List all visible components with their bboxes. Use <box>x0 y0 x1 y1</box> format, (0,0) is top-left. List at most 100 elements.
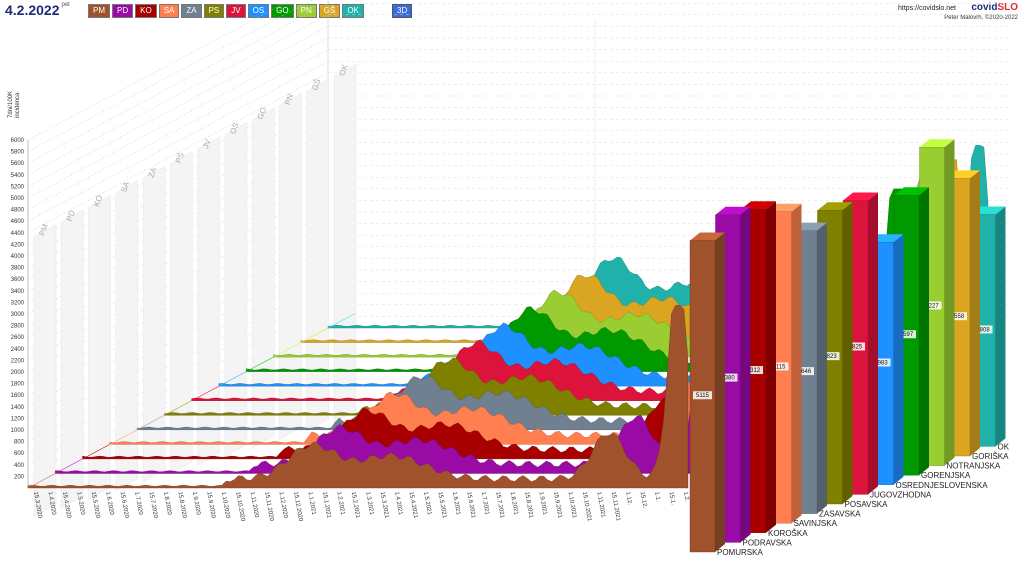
region-button-11[interactable]: OK <box>342 4 364 18</box>
y-tick-label: 3400 <box>11 289 25 295</box>
ghost-region-code: SA <box>119 180 131 194</box>
bar-side <box>817 222 827 514</box>
brand-logo: covidSLO <box>971 2 1018 13</box>
x-tick-label: 1.10.2021 <box>566 491 577 519</box>
bar-top <box>919 139 955 148</box>
ridge-PM <box>27 305 689 489</box>
ghost-region-code: GO <box>256 106 269 121</box>
region-button-0[interactable]: PM <box>88 4 110 18</box>
x-tick-label: 1.2. <box>682 491 690 502</box>
region-button-1[interactable]: PD <box>112 4 134 18</box>
ghost-region-code: PD <box>65 209 77 223</box>
x-tick-label: 1.12. <box>624 491 632 506</box>
y-tick-label: 200 <box>14 474 25 480</box>
bar-side <box>715 232 725 552</box>
top-bar: 4.2.2022 pet PM PD KO SA ZA PS JV OS GO PN GŠ OK 3D … <box>0 0 1024 22</box>
ghost-panel <box>61 209 84 509</box>
region-button-6[interactable]: JV <box>226 4 246 18</box>
ghost-region-code: OK <box>337 63 350 78</box>
bar-value-label: 5227 <box>925 303 939 309</box>
x-tick-label: 15.8.2021 <box>523 491 534 519</box>
y-tick-label: 6000 <box>11 138 25 144</box>
y-tick-label: 2000 <box>11 370 25 376</box>
y-tick-label: 3600 <box>11 277 25 283</box>
x-tick-label: 15.1. <box>668 491 676 506</box>
bar-side <box>995 206 1006 447</box>
bar-value-label: 5115 <box>696 393 710 399</box>
region-name-label: GORIŠKA <box>972 452 1009 461</box>
x-tick-label: 1.3.2021 <box>364 491 374 516</box>
region-name-label: POSAVSKA <box>845 500 889 509</box>
x-tick-label: 1.1.2021 <box>306 491 316 516</box>
mode-3d-button[interactable]: 3D <box>392 4 413 18</box>
x-tick-label: 15.12.2020 <box>292 491 303 522</box>
y-tick-label: 2600 <box>11 335 25 341</box>
y-tick-label: 5800 <box>11 150 25 156</box>
bar-side <box>791 203 802 524</box>
y-tick-label: 600 <box>14 451 25 457</box>
x-tick-label: 15.12. <box>639 491 648 509</box>
ghost-panel <box>251 107 275 449</box>
ghost-panel <box>279 93 302 440</box>
x-tick-label: 1.2.2021 <box>335 491 345 516</box>
y-tick-label: 3000 <box>11 312 25 318</box>
x-tick-label: 15.3.2021 <box>379 491 390 519</box>
x-tick-label: 15.7.2020 <box>148 491 159 519</box>
bar-value-label: 4646 <box>798 369 812 375</box>
ghost-panel <box>197 136 220 466</box>
ghost-region-code: KO <box>92 194 104 208</box>
y-tick-label: 400 <box>14 463 25 469</box>
ghost-region-code: OS <box>228 121 240 135</box>
bar-top <box>690 232 725 241</box>
x-tick-label: 15.10.2020 <box>234 491 245 522</box>
y-tick-label: 1200 <box>11 416 25 422</box>
x-tick-label: 1.5.2020 <box>75 491 85 516</box>
ghost-panel <box>306 78 329 432</box>
bar-top <box>843 192 878 201</box>
x-tick-label: 1.11.2021 <box>595 491 606 519</box>
x-tick-label: 1.8.2021 <box>509 491 519 516</box>
y-tick-label: 4600 <box>11 219 25 225</box>
y-tick-label: 4800 <box>11 208 25 214</box>
y-tick-label: 4400 <box>11 231 25 237</box>
site-url[interactable]: https://covidslo.net <box>898 5 956 12</box>
region-name-label: JUGOVZHODNA <box>870 490 932 499</box>
y-tick-label: 1600 <box>11 393 25 399</box>
y-axis-label: incidenca <box>15 92 21 118</box>
y-axis-label: 7dni/100K <box>8 91 14 118</box>
x-tick-label: 1.4.2020 <box>46 491 56 516</box>
latest-bars: 3808 OK 4558 GORIŠKA 5227 NOTRANJSKA 4597 GOREN… <box>689 139 1010 557</box>
x-tick-label: 15.1.2021 <box>321 491 332 519</box>
x-tick-label: 1.4.2021 <box>393 491 403 516</box>
region-name-label: OSREDNJESLOVENSKA <box>896 481 989 490</box>
ghost-region-code: ZA <box>147 166 159 179</box>
x-tick-label: 1.6.2020 <box>104 491 114 516</box>
bar-value-label: 5115 <box>773 364 787 370</box>
y-tick-label: 800 <box>14 440 25 446</box>
ghost-region-code: PM <box>37 222 50 237</box>
x-tick-label: 15.4.2020 <box>61 491 72 519</box>
bar-top <box>817 202 853 211</box>
y-tick-label: 2200 <box>11 358 25 364</box>
region-button-7[interactable]: OS <box>247 4 270 18</box>
region-name-label: NOTRANJSKA <box>947 462 1001 471</box>
region-name-label: POMURSKA <box>717 548 763 557</box>
bar-value-label: 4823 <box>823 354 837 360</box>
ghost-panel <box>224 122 248 458</box>
region-button-5[interactable]: PS <box>203 4 225 18</box>
x-tick-label: 15.10.2021 <box>581 491 592 522</box>
x-tick-label: 15.6.2021 <box>465 491 476 519</box>
ghost-panel <box>142 165 166 483</box>
x-tick-label: 15.11.2020 <box>263 491 274 522</box>
region-button-2[interactable]: KO <box>135 4 157 18</box>
bar-value-label: 3808 <box>976 327 990 333</box>
region-button-3[interactable]: SA <box>158 4 180 18</box>
region-button-4[interactable]: ZA <box>181 4 202 18</box>
x-tick-label: 15.5.2020 <box>90 491 101 519</box>
region-name-label: SAVINJSKA <box>794 519 838 528</box>
region-button-9[interactable]: PN <box>295 4 317 18</box>
y-tick-label: 5600 <box>11 161 25 167</box>
region-button-10[interactable]: GŠ <box>318 4 341 18</box>
ghost-region-code: PS <box>174 151 186 164</box>
y-tick-label: 4000 <box>11 254 25 260</box>
